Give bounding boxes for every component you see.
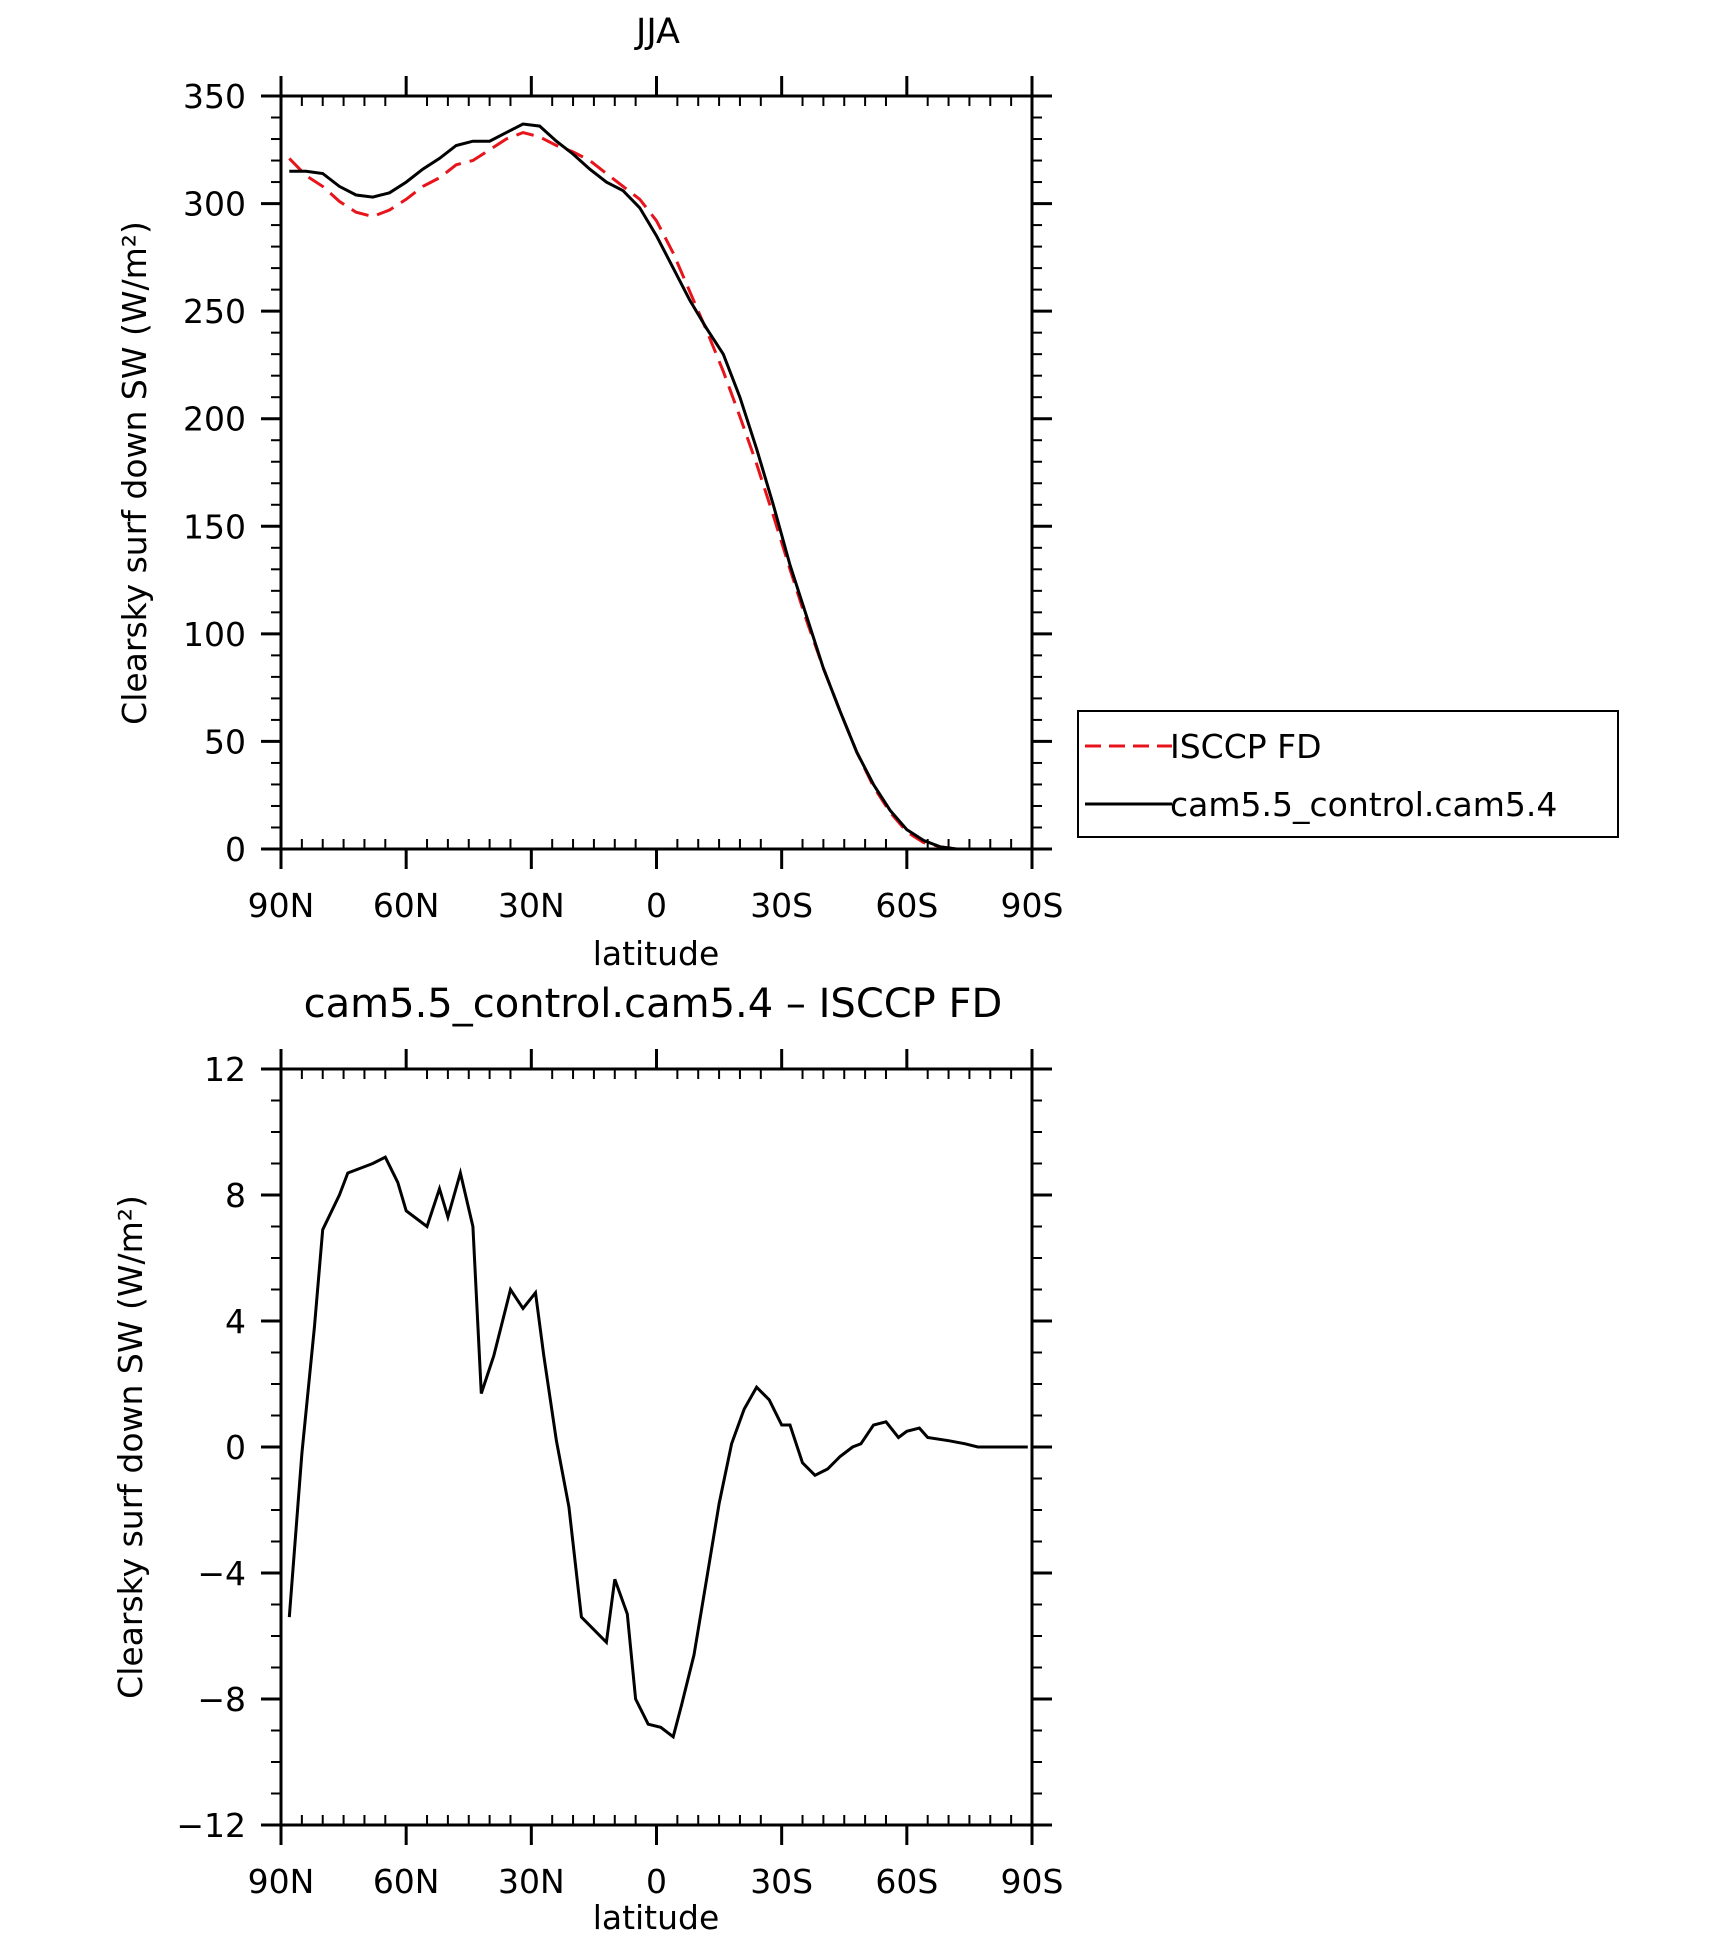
y-tick-label: 0 — [225, 1428, 246, 1467]
chart-bottom-title: cam5.5_control.cam5.4 – ISCCP FD — [304, 981, 1003, 1027]
x-tick-label: 30S — [750, 1862, 813, 1901]
y-tick-label: 150 — [183, 507, 246, 546]
legend-box — [1077, 710, 1619, 838]
chart-top-y-axis-label: Clearsky surf down SW (W/m²) — [115, 221, 154, 725]
chart-top-y-tick-labels: 0 50 100 150 200 250 300 350 — [183, 77, 246, 869]
chart-bottom-x-axis-label: latitude — [593, 1898, 720, 1933]
chart-bottom-y-axis-label: Clearsky surf down SW (W/m²) — [111, 1195, 150, 1699]
x-tick-label: 60N — [373, 886, 440, 925]
chart-bottom-ticks — [261, 1049, 1052, 1845]
y-tick-label: 0 — [225, 830, 246, 869]
chart-bottom-plot-area — [287, 1155, 1028, 1740]
x-tick-label: 30N — [498, 886, 565, 925]
x-tick-label: 90N — [248, 886, 315, 925]
series-cam5-5-control-line — [289, 122, 1024, 851]
x-tick-label: 60N — [373, 1862, 440, 1901]
chart-top-frame — [279, 94, 1034, 851]
chart-top-ticks — [261, 76, 1052, 869]
chart-bottom-x-tick-labels: 90N 60N 30N 0 30S 60S 90S — [248, 1862, 1064, 1901]
y-tick-label: 12 — [204, 1050, 246, 1089]
y-tick-label: 4 — [225, 1302, 246, 1341]
y-tick-label: 8 — [225, 1176, 246, 1215]
chart-top-plot-area — [288, 122, 1024, 851]
chart-top-legend: ISCCP FD cam5.5_control.cam5.4 — [1077, 710, 1619, 838]
chart-bottom-frame — [279, 1067, 1034, 1827]
chart-top-x-axis-label: latitude — [593, 934, 720, 973]
y-tick-label: 100 — [183, 615, 246, 654]
chart-top: JJA 0 50 100 150 200 250 300 350 90N 60N 30N 0 30S 6… — [115, 12, 1619, 973]
y-tick-label: 350 — [183, 77, 246, 116]
x-tick-label: 30S — [750, 886, 813, 925]
x-tick-label: 90S — [1001, 1862, 1064, 1901]
x-tick-label: 0 — [646, 886, 667, 925]
x-tick-label: 0 — [646, 1862, 667, 1901]
x-tick-label: 90N — [248, 1862, 315, 1901]
legend-label-cam5-5-control: cam5.5_control.cam5.4 — [1170, 785, 1557, 824]
series-difference-line — [287, 1155, 1028, 1740]
y-tick-label: 250 — [183, 292, 246, 331]
legend-label-isccp-fd: ISCCP FD — [1170, 727, 1322, 766]
chart-top-title: JJA — [634, 12, 680, 52]
y-tick-label: 200 — [183, 400, 246, 439]
x-tick-label: 30N — [498, 1862, 565, 1901]
y-tick-label: 300 — [183, 185, 246, 224]
x-tick-label: 90S — [1001, 886, 1064, 925]
y-tick-label: 50 — [204, 722, 246, 761]
y-tick-label: −12 — [176, 1806, 246, 1845]
y-tick-label: −8 — [197, 1680, 246, 1719]
y-tick-label: −4 — [197, 1554, 246, 1593]
x-tick-label: 60S — [875, 1862, 938, 1901]
chart-top-x-tick-labels: 90N 60N 30N 0 30S 60S 90S — [248, 886, 1064, 925]
chart-bottom-y-tick-labels: −12 −8 −4 0 4 8 12 — [176, 1050, 246, 1845]
x-tick-label: 60S — [875, 886, 938, 925]
chart-bottom: cam5.5_control.cam5.4 – ISCCP FD −12 −8 −4… — [111, 981, 1063, 1933]
